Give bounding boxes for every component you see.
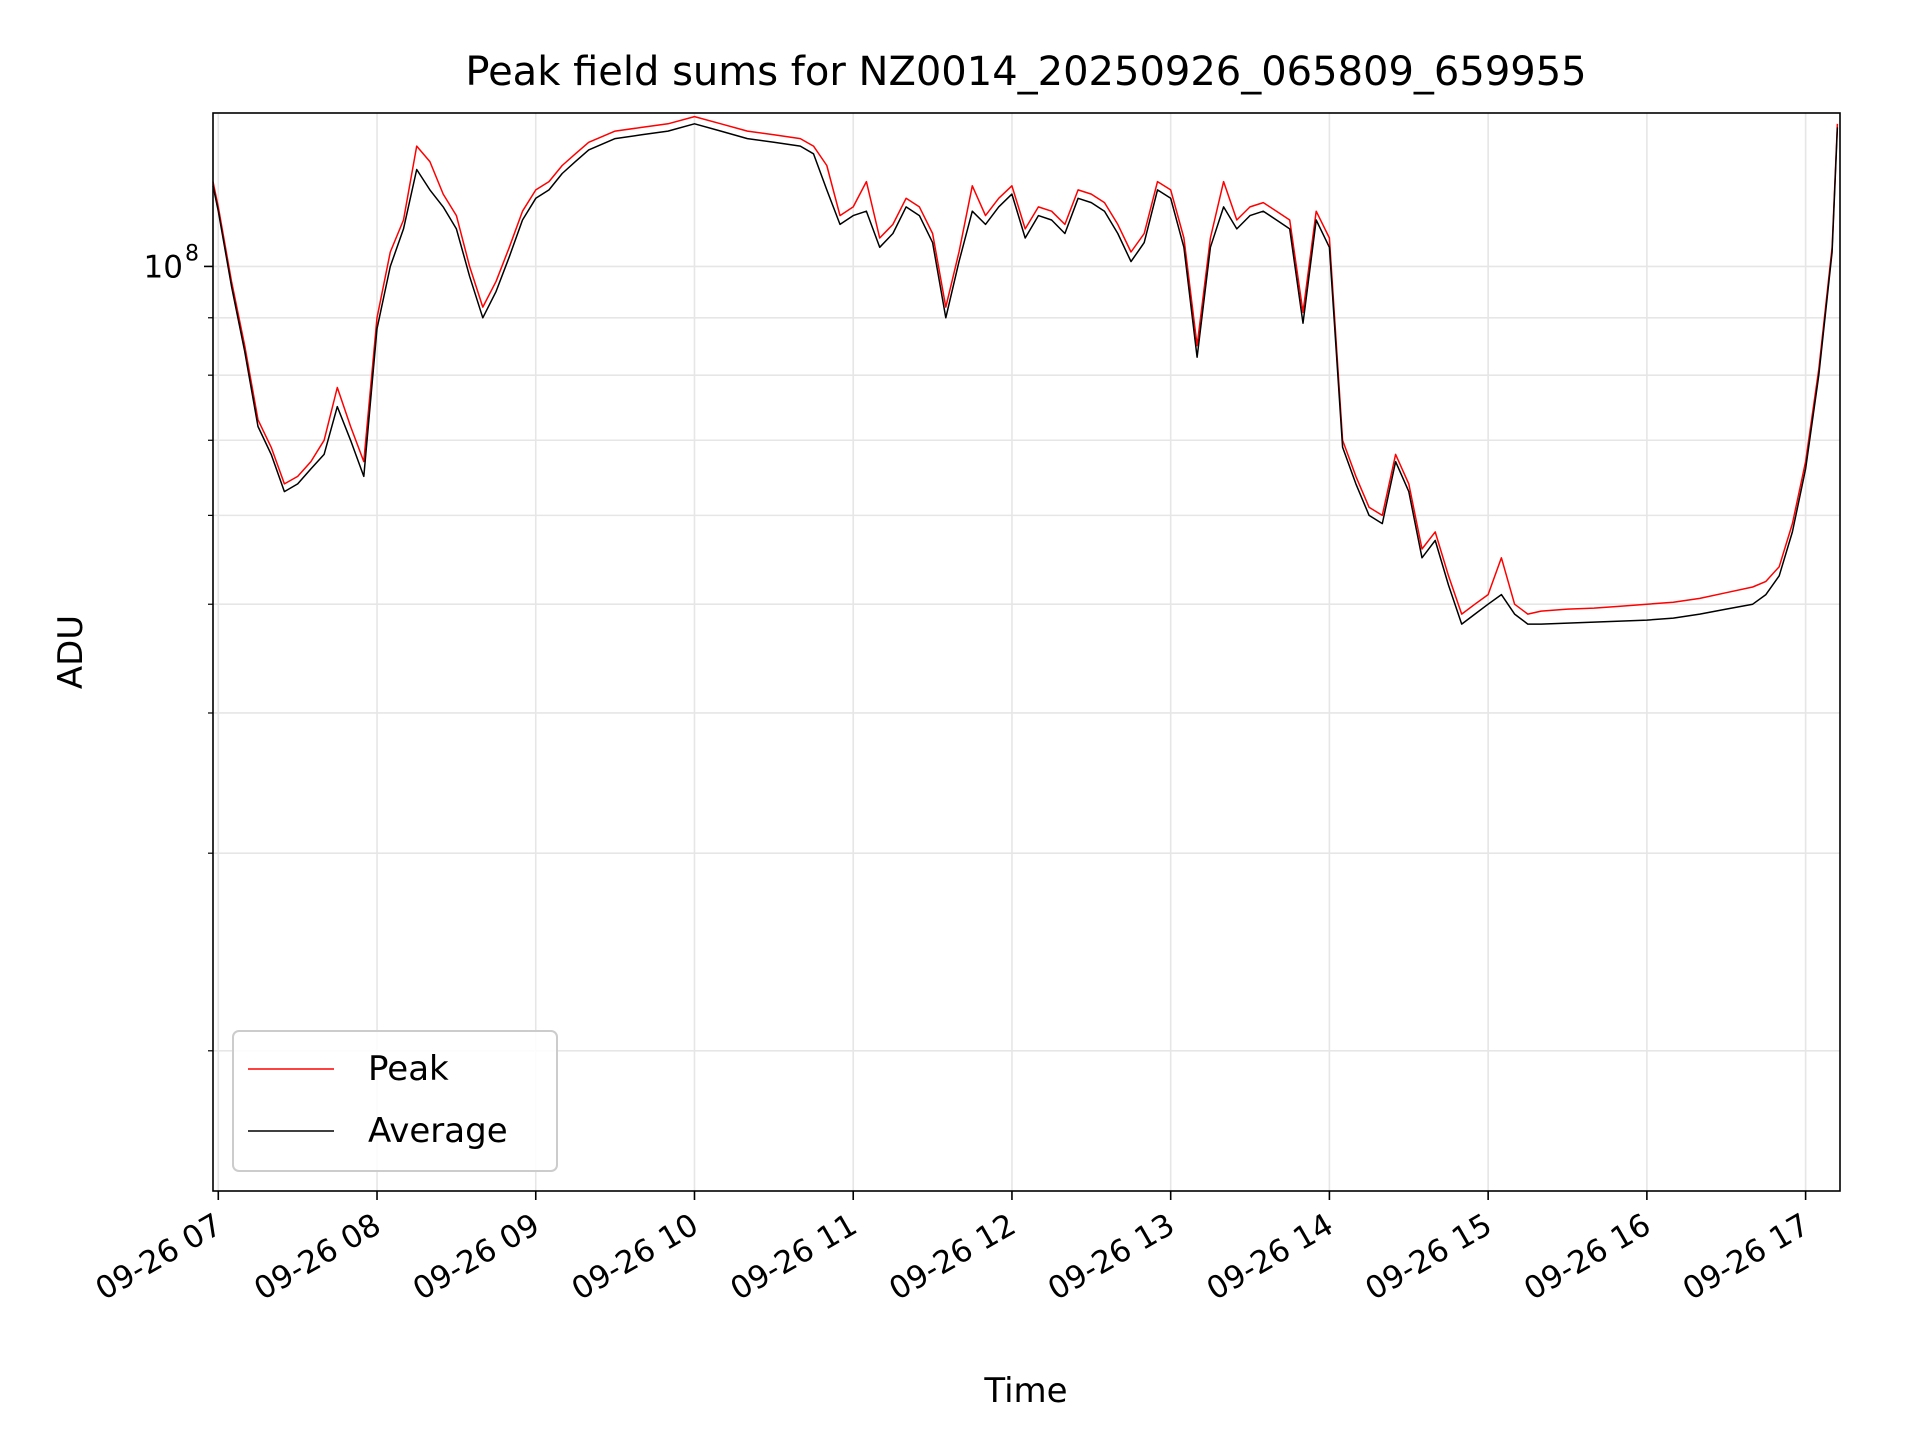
legend: Peak Average	[232, 1030, 558, 1172]
series-line-peak	[212, 115, 1839, 615]
y-axis: 10 8	[144, 241, 213, 1052]
y-axis-label: ADU	[51, 615, 91, 689]
legend-box	[232, 1030, 558, 1172]
plot-frame	[212, 112, 1841, 1192]
legend-average-label: Average	[368, 1111, 508, 1151]
series-layer	[212, 115, 1839, 625]
y-tick-exponent: 8	[185, 241, 199, 266]
x-axis-label: Time	[983, 1371, 1067, 1411]
chart-title: Peak field sums for NZ0014_20250926_0658…	[465, 49, 1586, 95]
legend-peak-label: Peak	[368, 1049, 449, 1089]
grid	[213, 113, 1840, 1191]
series-line-average	[212, 123, 1839, 625]
y-tick-label: 10	[144, 249, 183, 285]
